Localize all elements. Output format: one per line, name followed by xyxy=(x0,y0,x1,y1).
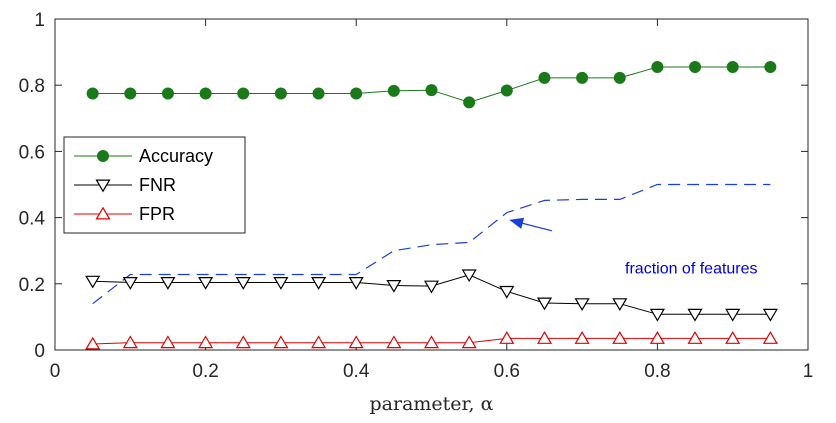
fnr-series xyxy=(85,269,778,322)
fpr-point xyxy=(386,335,402,349)
legend-accuracy-label: Accuracy xyxy=(139,146,213,166)
y-tick-label: 0.6 xyxy=(19,142,45,163)
accuracy-point xyxy=(425,84,438,97)
fnr-point xyxy=(423,280,440,294)
legend-fpr-label: FPR xyxy=(139,204,175,224)
accuracy-point xyxy=(689,60,702,73)
y-tick-label: 0.4 xyxy=(19,209,46,230)
fpr-point xyxy=(499,331,515,344)
fpr-point xyxy=(198,335,214,349)
accuracy-point xyxy=(312,87,325,100)
fpr-point xyxy=(461,335,477,349)
fnr-point xyxy=(762,308,778,322)
fpr-point xyxy=(536,331,553,344)
fpr-point xyxy=(762,331,778,344)
accuracy-point xyxy=(576,71,589,84)
accuracy-point xyxy=(463,96,476,109)
fnr-point xyxy=(461,269,477,283)
accuracy-series xyxy=(86,60,777,109)
fnr-point xyxy=(499,285,515,299)
fnr-point xyxy=(536,297,553,311)
accuracy-point xyxy=(86,87,99,100)
y-tick-label: 1 xyxy=(34,10,45,31)
legend-accuracy-marker xyxy=(97,150,109,162)
x-tick-label: 1 xyxy=(803,361,814,382)
fpr-point xyxy=(423,335,440,349)
fnr-point xyxy=(160,277,176,290)
fpr-point xyxy=(160,335,176,349)
x-tick-label: 0 xyxy=(50,361,61,382)
fpr-point xyxy=(122,335,138,349)
fpr-point xyxy=(649,331,665,344)
annotation-label: fraction of features xyxy=(625,260,758,277)
x-tick-label: 0.2 xyxy=(192,361,218,382)
fpr-point xyxy=(311,335,327,349)
accuracy-point xyxy=(613,71,626,84)
series-layer xyxy=(85,60,778,350)
x-tick-label: 0.8 xyxy=(644,361,670,382)
fpr-point xyxy=(273,335,289,349)
legend-fnr-label: FNR xyxy=(139,175,176,195)
fpr-point xyxy=(574,331,590,344)
fnr-point xyxy=(687,308,703,322)
x-axis-label: parameter, α xyxy=(370,393,494,415)
accuracy-point xyxy=(387,84,400,97)
annotation-layer: fraction of features xyxy=(509,217,758,277)
legend-fpr-marker xyxy=(95,206,111,220)
accuracy-point xyxy=(237,87,250,100)
fpr-point xyxy=(612,331,628,344)
accuracy-point xyxy=(726,60,739,73)
accuracy-point xyxy=(500,84,513,97)
y-tick-label: 0.8 xyxy=(19,76,45,97)
fnr-point xyxy=(725,308,741,322)
fnr-point xyxy=(273,277,289,290)
accuracy-point xyxy=(350,87,363,100)
annotation-arrow-head xyxy=(509,217,525,229)
fnr-point xyxy=(348,277,364,290)
fnr-point xyxy=(612,298,628,311)
fraction-of-features-line xyxy=(92,183,771,305)
fnr-point xyxy=(574,298,590,311)
fnr-point xyxy=(85,275,101,289)
fnr-point xyxy=(198,277,214,290)
fpr-point xyxy=(348,335,364,349)
x-tick-label: 0.4 xyxy=(343,361,370,382)
axis-ticks: 0 0.2 0.4 0.6 0.8 1 0 0.2 0.4 0.6 0.8 1 xyxy=(19,10,814,382)
accuracy-point xyxy=(161,87,174,100)
accuracy-point xyxy=(199,87,212,100)
fpr-point xyxy=(235,335,251,349)
accuracy-point xyxy=(764,60,777,73)
legend: Accuracy FNR FPR xyxy=(63,136,246,234)
fpr-point xyxy=(725,331,741,344)
y-tick-label: 0.2 xyxy=(19,275,45,296)
x-tick-label: 0.6 xyxy=(494,361,520,382)
fpr-point xyxy=(85,336,101,350)
accuracy-point xyxy=(538,71,551,84)
fnr-point xyxy=(235,277,251,290)
accuracy-point xyxy=(274,87,287,100)
fnr-point xyxy=(649,308,665,322)
y-tick-label: 0 xyxy=(34,341,45,362)
fnr-point xyxy=(122,277,138,290)
fpr-point xyxy=(687,331,703,344)
fpr-series xyxy=(85,331,778,350)
fnr-point xyxy=(386,280,402,293)
fnr-point xyxy=(311,277,327,290)
accuracy-point xyxy=(651,60,664,73)
accuracy-point xyxy=(124,87,137,100)
legend-fnr-marker xyxy=(95,179,111,193)
